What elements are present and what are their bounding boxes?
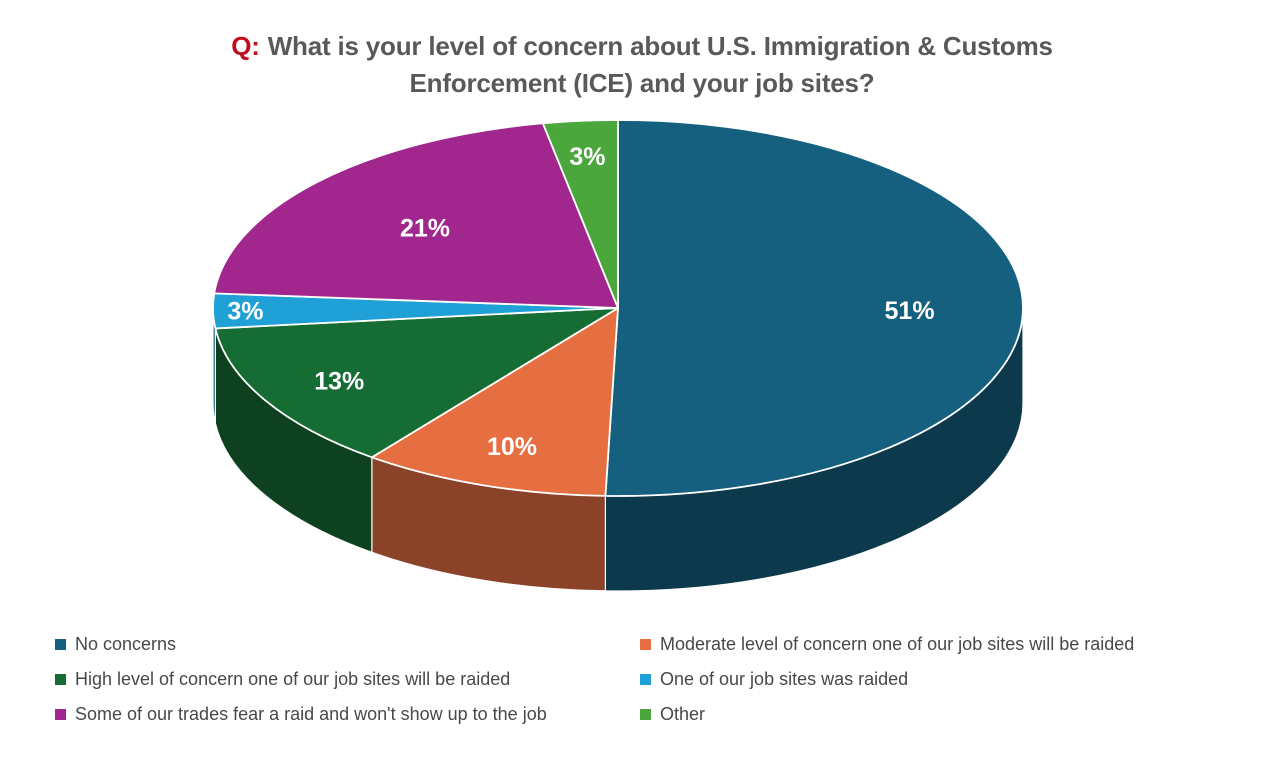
legend-item: Other (640, 703, 1235, 725)
legend-item: High level of concern one of our job sit… (55, 668, 640, 690)
pie-slice-percent-label: 13% (314, 368, 364, 396)
pie-slice (213, 122, 619, 309)
pie-slice-percent-label: 3% (227, 297, 263, 325)
pie-slice-percent-label: 3% (569, 143, 605, 171)
title-text-line-1: What is your level of concern about U.S.… (267, 31, 1053, 61)
legend-swatch-icon (55, 638, 66, 650)
legend: No concerns Moderate level of concern one… (55, 633, 1235, 725)
chart-title-line-1: Q: What is your level of concern about U.… (0, 28, 1284, 65)
pie-slice-percent-label: 51% (885, 297, 935, 325)
legend-label: Some of our trades fear a raid and won't… (75, 704, 547, 724)
pie-slice-percent-label: 21% (400, 214, 450, 242)
chart-title-line-2: Enforcement (ICE) and your job sites? (0, 65, 1284, 102)
chart-title: Q: What is your level of concern about U.… (0, 28, 1284, 102)
legend-swatch-icon (640, 638, 651, 650)
legend-item: Some of our trades fear a raid and won't… (55, 703, 640, 725)
legend-swatch-icon (640, 673, 651, 685)
legend-label: One of our job sites was raided (660, 669, 909, 689)
legend-item: Moderate level of concern one of our job… (640, 633, 1235, 655)
pie-slice (604, 119, 1024, 497)
legend-item: No concerns (55, 633, 640, 655)
legend-label: No concerns (75, 634, 177, 654)
legend-item: One of our job sites was raided (640, 668, 1235, 690)
legend-label: Moderate level of concern one of our job… (660, 634, 1135, 654)
pie-slice-percent-label: 10% (487, 433, 537, 461)
pie-slice (541, 119, 619, 309)
title-q-prefix: Q: (231, 31, 260, 61)
legend-label: High level of concern one of our job sit… (75, 669, 511, 689)
title-text-line-2: Enforcement (ICE) and your job sites? (409, 68, 875, 98)
pie-slice (214, 307, 619, 459)
legend-label: Other (660, 704, 706, 724)
pie-slice (370, 307, 619, 497)
legend-swatch-icon (55, 673, 66, 685)
legend-swatch-icon (55, 708, 66, 720)
legend-swatch-icon (640, 708, 651, 720)
